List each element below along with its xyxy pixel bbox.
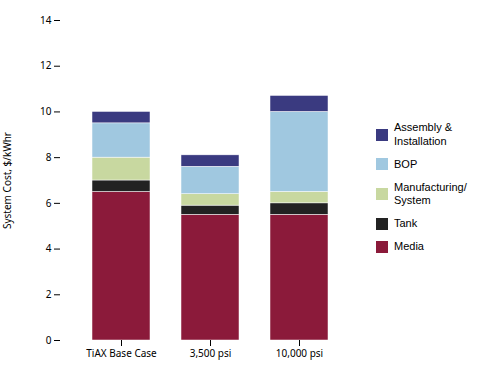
svg-text:10: 10 — [40, 104, 52, 118]
svg-text:TiAX Base Case: TiAX Base Case — [86, 346, 157, 360]
html-text:Media: Media — [394, 240, 424, 253]
svg-text:4: 4 — [46, 241, 52, 255]
html-text:Assembly & Installation: Assembly & Installation — [394, 121, 453, 147]
svg-text:14: 14 — [40, 13, 52, 27]
html-text:Tank: Tank — [394, 217, 418, 230]
svg-text:10,000 psi: 10,000 psi — [276, 346, 323, 360]
svg-text:0: 0 — [46, 333, 52, 347]
svg-text:12: 12 — [40, 58, 52, 72]
svg-text:8: 8 — [46, 150, 52, 164]
svg-text:2: 2 — [46, 287, 52, 301]
svg-text:6: 6 — [46, 196, 52, 210]
svg-text:System Cost, $/kWhr: System Cost, $/kWhr — [0, 132, 14, 229]
svg-text:3,500 psi: 3,500 psi — [190, 346, 232, 360]
html-text:Manufacturing/ System: Manufacturing/ System — [394, 180, 467, 207]
html-text:BOP: BOP — [394, 157, 418, 170]
